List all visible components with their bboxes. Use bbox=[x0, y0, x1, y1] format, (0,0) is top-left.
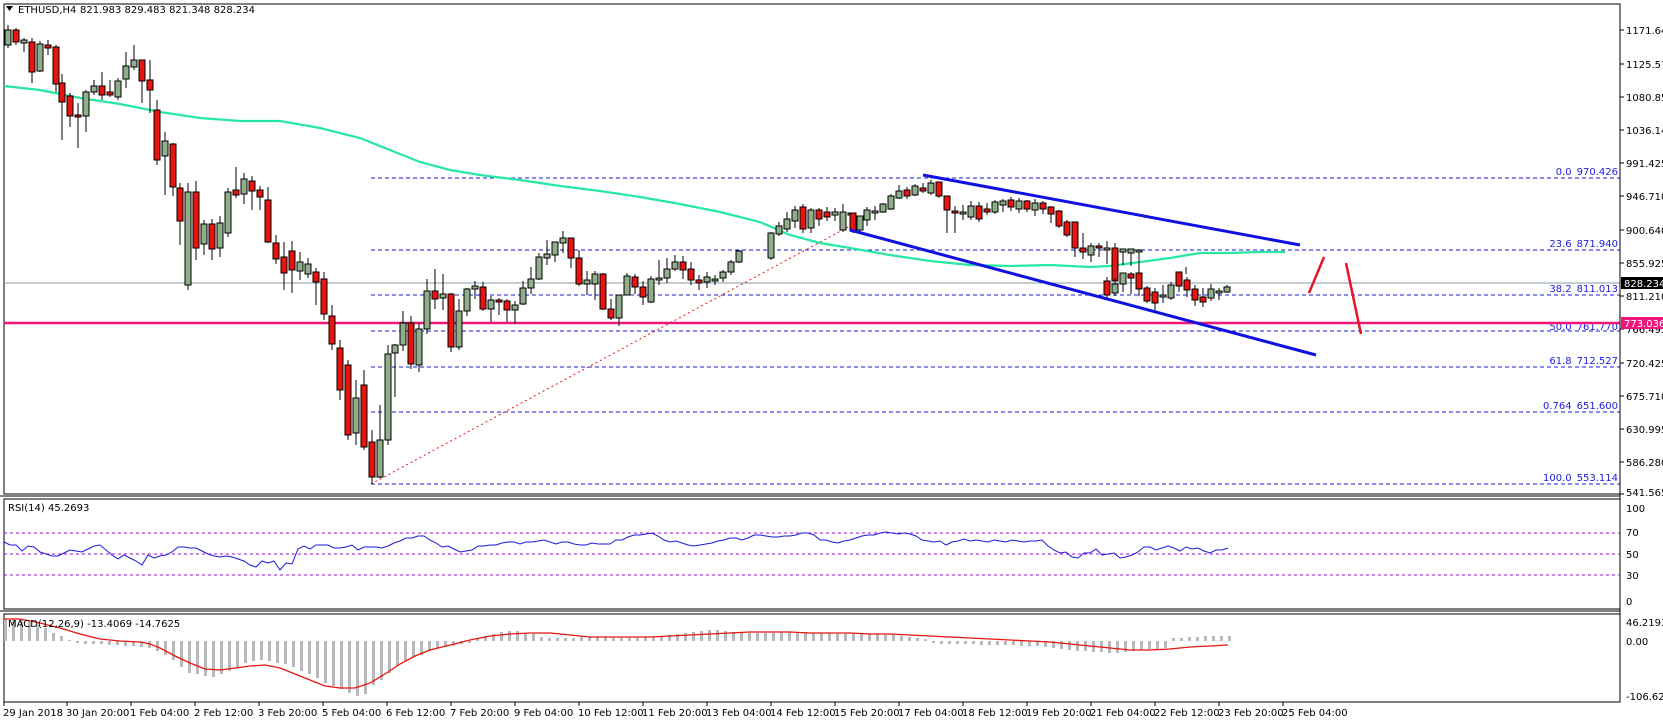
candlesticks[interactable] bbox=[4, 25, 1231, 484]
svg-text:900.640: 900.640 bbox=[1626, 226, 1663, 237]
svg-text:7 Feb 20:00: 7 Feb 20:00 bbox=[450, 708, 509, 719]
macd-panel bbox=[3, 613, 1621, 703]
svg-text:50: 50 bbox=[1626, 550, 1639, 561]
fibonacci-labels: 0.0 970.426 23.6 871.940 38.2 811.013 50.0 7… bbox=[1543, 167, 1618, 484]
svg-text:3 Feb 20:00: 3 Feb 20:00 bbox=[258, 708, 317, 719]
macd-signal-line bbox=[4, 618, 1229, 689]
svg-text:25 Feb 04:00: 25 Feb 04:00 bbox=[1282, 708, 1348, 719]
svg-text:2 Feb 12:00: 2 Feb 12:00 bbox=[194, 708, 253, 719]
svg-text:946.710: 946.710 bbox=[1626, 192, 1663, 203]
svg-text:1171.640: 1171.640 bbox=[1626, 26, 1663, 37]
fib-label-50: 50.0 761.770 bbox=[1549, 322, 1618, 333]
ohlc-values: 821.983 829.483 821.348 828.234 bbox=[80, 5, 255, 16]
dropdown-triangle-icon[interactable] bbox=[6, 6, 13, 11]
fib-label-0: 0.0 970.426 bbox=[1556, 167, 1618, 178]
svg-text:15 Feb 20:00: 15 Feb 20:00 bbox=[834, 708, 900, 719]
svg-text:1080.855: 1080.855 bbox=[1626, 93, 1663, 104]
svg-text:586.280: 586.280 bbox=[1626, 458, 1663, 469]
svg-text:828.234: 828.234 bbox=[1624, 279, 1663, 290]
macd-axis: 46.2193 0.00 -106.6249 bbox=[1626, 618, 1663, 703]
svg-text:811.210: 811.210 bbox=[1626, 292, 1663, 303]
svg-text:17 Feb 04:00: 17 Feb 04:00 bbox=[898, 708, 964, 719]
svg-text:29 Jan 2018: 29 Jan 2018 bbox=[3, 708, 63, 719]
svg-text:6 Feb 12:00: 6 Feb 12:00 bbox=[386, 708, 445, 719]
main-panel bbox=[3, 3, 1621, 495]
channel-lower-line[interactable] bbox=[849, 228, 1317, 357]
svg-text:13 Feb 04:00: 13 Feb 04:00 bbox=[706, 708, 772, 719]
svg-text:30: 30 bbox=[1626, 571, 1639, 582]
svg-text:1 Feb 04:00: 1 Feb 04:00 bbox=[130, 708, 189, 719]
symbol-header: ETHUSD,H4 821.983 829.483 821.348 828.23… bbox=[6, 5, 255, 16]
fib-label-236: 23.6 871.940 bbox=[1549, 239, 1618, 250]
svg-text:0.00: 0.00 bbox=[1626, 637, 1648, 648]
svg-text:541.565: 541.565 bbox=[1626, 488, 1663, 499]
svg-text:46.2193: 46.2193 bbox=[1626, 618, 1663, 629]
rsi-label: RSI(14) 45.2693 bbox=[8, 503, 89, 514]
svg-text:855.925: 855.925 bbox=[1626, 259, 1663, 270]
svg-text:1036.140: 1036.140 bbox=[1626, 126, 1663, 137]
moving-average-line bbox=[3, 84, 1285, 269]
projection-down-arrow bbox=[1344, 262, 1363, 335]
svg-text:19 Feb 20:00: 19 Feb 20:00 bbox=[1026, 708, 1092, 719]
fibonacci-levels[interactable] bbox=[371, 177, 1620, 485]
time-axis: 29 Jan 2018 30 Jan 20:00 1 Feb 04:00 2 F… bbox=[3, 702, 1348, 719]
svg-text:70: 70 bbox=[1626, 528, 1639, 539]
svg-text:0: 0 bbox=[1626, 597, 1632, 608]
svg-text:9 Feb 04:00: 9 Feb 04:00 bbox=[514, 708, 573, 719]
fib-label-764: 0.764 651.600 bbox=[1543, 401, 1618, 412]
svg-text:766.495: 766.495 bbox=[1626, 325, 1663, 336]
svg-text:-106.6249: -106.6249 bbox=[1626, 692, 1663, 703]
fib-label-100: 100.0 553.114 bbox=[1543, 473, 1618, 484]
svg-text:100: 100 bbox=[1626, 504, 1645, 515]
channel-upper-line[interactable] bbox=[922, 173, 1301, 247]
rsi-line bbox=[3, 531, 1229, 571]
svg-text:991.425: 991.425 bbox=[1626, 159, 1663, 170]
fib-trendline[interactable] bbox=[370, 225, 851, 485]
svg-text:30 Jan 20:00: 30 Jan 20:00 bbox=[66, 708, 129, 719]
rsi-levels bbox=[4, 532, 1620, 576]
svg-text:675.710: 675.710 bbox=[1626, 392, 1663, 403]
svg-text:630.995: 630.995 bbox=[1626, 425, 1663, 436]
svg-text:720.425: 720.425 bbox=[1626, 359, 1663, 370]
svg-text:18 Feb 12:00: 18 Feb 12:00 bbox=[962, 708, 1028, 719]
macd-histogram bbox=[4, 619, 1231, 696]
symbol-label: ETHUSD,H4 bbox=[18, 5, 76, 16]
projection-up-arrow bbox=[1307, 256, 1326, 294]
price-axis: 1171.640 1125.570 1080.855 1036.140 991.… bbox=[1620, 26, 1663, 499]
svg-text:23 Feb 20:00: 23 Feb 20:00 bbox=[1218, 708, 1284, 719]
current-price-tag: 828.234 bbox=[1621, 277, 1663, 290]
macd-label: MACD(12,26,9) -13.4069 -14.7625 bbox=[8, 619, 180, 630]
svg-text:5 Feb 04:00: 5 Feb 04:00 bbox=[322, 708, 381, 719]
svg-text:1125.570: 1125.570 bbox=[1626, 60, 1663, 71]
fib-label-618: 61.8 712.527 bbox=[1549, 356, 1618, 367]
svg-text:21 Feb 04:00: 21 Feb 04:00 bbox=[1090, 708, 1156, 719]
svg-text:14 Feb 12:00: 14 Feb 12:00 bbox=[770, 708, 836, 719]
svg-text:773.036: 773.036 bbox=[1624, 319, 1663, 330]
support-price-tag: 773.036 bbox=[1621, 317, 1663, 330]
svg-text:10 Feb 12:00: 10 Feb 12:00 bbox=[578, 708, 644, 719]
svg-text:11 Feb 20:00: 11 Feb 20:00 bbox=[642, 708, 708, 719]
svg-text:22 Feb 12:00: 22 Feb 12:00 bbox=[1154, 708, 1220, 719]
fib-label-382: 38.2 811.013 bbox=[1549, 284, 1618, 295]
rsi-axis: 100 70 50 30 0 bbox=[1626, 504, 1645, 608]
